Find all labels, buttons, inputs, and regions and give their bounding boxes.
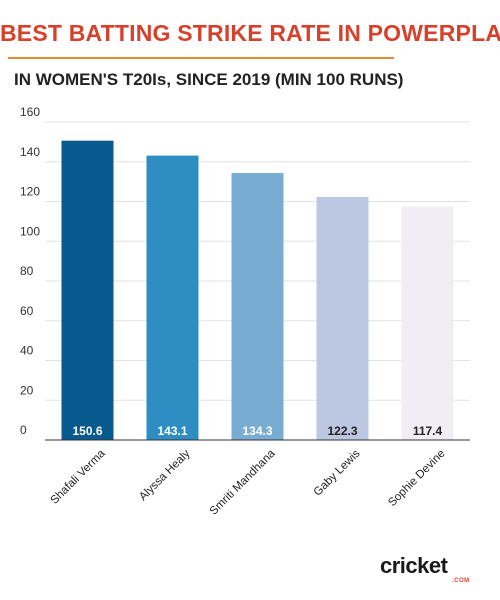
y-tick-label: 0 bbox=[20, 423, 27, 437]
bar bbox=[61, 140, 114, 440]
bar-value-label: 150.6 bbox=[72, 424, 102, 438]
y-tick-label: 160 bbox=[20, 105, 40, 119]
bars bbox=[61, 140, 454, 441]
y-tick-label: 100 bbox=[20, 224, 40, 238]
y-tick-label: 140 bbox=[20, 145, 40, 159]
category-label: Sophie Devine bbox=[386, 448, 447, 509]
value-labels: 150.6 143.1 134.3 122.3 117.4 bbox=[72, 424, 442, 438]
brand-logo: cricket bbox=[380, 553, 448, 578]
category-label: Shafali Verma bbox=[49, 447, 109, 507]
brand-logo-text: cricket bbox=[380, 553, 448, 578]
chart-title: BEST BATTING STRIKE RATE IN POWERPLAY bbox=[0, 20, 500, 46]
bar-value-label: 134.3 bbox=[242, 424, 272, 438]
brand-logo-subtext: .COM bbox=[452, 578, 470, 584]
bar bbox=[146, 155, 199, 440]
bar-value-label: 122.3 bbox=[327, 424, 357, 438]
bar-value-label: 143.1 bbox=[157, 424, 187, 438]
bar bbox=[231, 173, 284, 441]
y-tick-label: 120 bbox=[20, 185, 40, 199]
y-tick-label: 80 bbox=[20, 264, 34, 278]
category-label: Alyssa Healy bbox=[137, 447, 193, 503]
y-tick-label: 20 bbox=[20, 383, 34, 397]
bar-value-label: 117.4 bbox=[413, 424, 443, 438]
title-divider bbox=[8, 57, 394, 59]
y-axis-tick-labels: 0 20 40 60 80 100 120 140 160 bbox=[20, 105, 40, 437]
y-tick-label: 40 bbox=[20, 344, 34, 358]
category-label: Gaby Lewis bbox=[312, 447, 363, 498]
category-labels: Shafali Verma Alyssa Healy Smriti Mandhana… bbox=[49, 447, 448, 517]
chart-subtitle: IN WOMEN'S T20Is, SINCE 2019 (MIN 100 RU… bbox=[14, 70, 404, 89]
y-tick-label: 60 bbox=[20, 304, 34, 318]
bar bbox=[401, 206, 454, 440]
category-label: Smriti Mandhana bbox=[208, 447, 278, 517]
bar bbox=[316, 196, 369, 440]
